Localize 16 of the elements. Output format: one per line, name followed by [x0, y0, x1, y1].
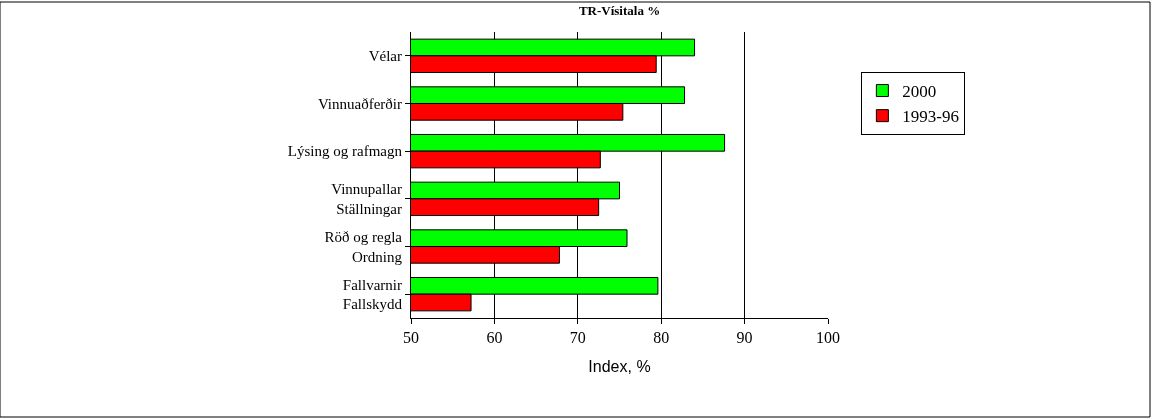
- x-axis-title: Index, %: [588, 357, 651, 375]
- y-tick-label: Vélar: [368, 48, 402, 65]
- y-tick-label: Vinnupallar Ställningar: [331, 181, 402, 217]
- x-tick-label: 70: [569, 329, 586, 347]
- legend-label: 1993-96: [902, 107, 960, 127]
- x-tick-label: 80: [653, 329, 670, 347]
- chart-title: TR-Vísitala %: [578, 3, 661, 19]
- y-tick-label: Fallvarnir Fallskydd: [342, 276, 403, 313]
- y-tick-label: Röð og regla Ordning: [324, 229, 403, 265]
- x-tick-label: 90: [736, 329, 753, 347]
- x-tick-label: 100: [816, 329, 840, 347]
- x-tick-label: 60: [486, 329, 503, 347]
- y-tick-label: Vinnuaðferðir: [317, 95, 402, 112]
- legend-label: 2000: [902, 82, 937, 102]
- x-tick-label: 50: [403, 329, 419, 347]
- y-tick-label: Lýsing og rafmagn: [287, 143, 403, 160]
